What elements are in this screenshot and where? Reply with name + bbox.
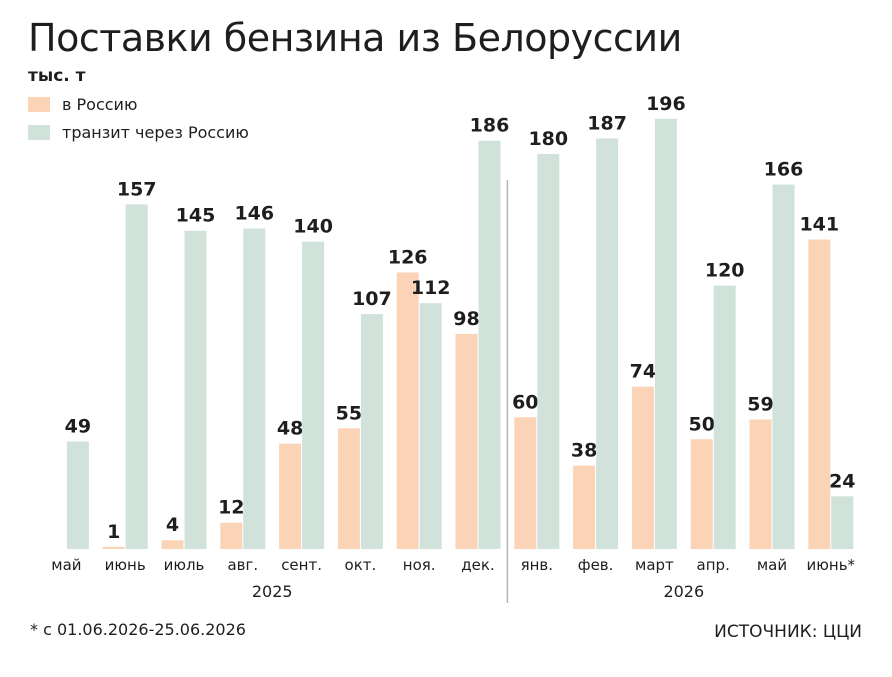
legend-swatch-russia: [28, 96, 50, 112]
value-label-transit: 145: [176, 205, 216, 227]
bar-russia: [573, 465, 596, 549]
bar-russia: [279, 443, 302, 549]
value-label-transit: 112: [411, 277, 451, 299]
chart-title: Поставки бензина из Белоруссии: [28, 16, 682, 60]
bar-transit: [125, 204, 148, 549]
legend-swatch-transit: [28, 124, 50, 140]
value-label-transit: 140: [293, 216, 333, 238]
legend-item-transit: транзит через Россию: [28, 118, 249, 146]
x-tick-label: ноя.: [403, 556, 436, 574]
x-tick-label: июнь: [105, 556, 146, 574]
bar-transit: [243, 228, 266, 549]
legend-item-russia: в Россию: [28, 90, 249, 118]
x-tick-label: сент.: [281, 556, 322, 574]
legend-label-russia: в Россию: [62, 94, 138, 114]
bar-transit: [772, 184, 795, 549]
value-label-transit: 196: [646, 93, 686, 115]
bar-russia: [102, 546, 125, 549]
bar-russia: [161, 540, 184, 549]
x-tick-label: апр.: [697, 556, 730, 574]
bar-transit: [419, 303, 442, 549]
bar-russia: [808, 239, 831, 549]
bar-transit: [66, 441, 89, 549]
bar-russia: [396, 272, 419, 549]
value-label-transit: 146: [234, 203, 274, 225]
x-tick-label: март: [635, 556, 674, 574]
value-label-russia: 38: [571, 440, 597, 462]
value-label-russia: 98: [453, 308, 479, 330]
x-tick-label: окт.: [345, 556, 377, 574]
bar-russia: [690, 439, 713, 549]
bar-transit: [831, 496, 854, 549]
value-label-russia: 12: [218, 497, 244, 519]
value-label-russia: 1: [107, 521, 120, 543]
source-label: ИСТОЧНИК: ЦЦИ: [714, 622, 862, 642]
bar-transit: [360, 314, 383, 549]
bar-transit: [713, 285, 736, 549]
value-label-transit: 187: [587, 113, 627, 135]
bar-transit: [302, 241, 325, 549]
year-label: 2026: [663, 582, 704, 601]
value-label-transit: 186: [470, 115, 510, 137]
value-label-russia: 55: [336, 402, 362, 424]
value-label-transit: 120: [705, 260, 745, 282]
value-label-transit: 107: [352, 288, 392, 310]
value-label-russia: 59: [747, 393, 773, 415]
bar-transit: [478, 140, 501, 550]
x-tick-label: фев.: [578, 556, 614, 574]
value-label-russia: 141: [799, 214, 839, 236]
footnote: * с 01.06.2026-25.06.2026: [30, 620, 246, 639]
bar-transit: [537, 153, 560, 549]
bar-russia: [631, 386, 654, 549]
x-tick-label: май: [51, 556, 81, 574]
x-tick-label: июнь*: [807, 556, 856, 574]
legend-label-transit: транзит через Россию: [62, 122, 249, 142]
value-label-russia: 74: [630, 361, 656, 383]
value-label-russia: 60: [512, 391, 538, 413]
x-tick-label: дек.: [461, 556, 494, 574]
x-tick-label: авг.: [227, 556, 258, 574]
year-label: 2025: [252, 582, 293, 601]
x-tick-label: янв.: [521, 556, 553, 574]
value-label-russia: 126: [388, 246, 428, 268]
value-label-transit: 157: [117, 178, 157, 200]
bar-russia: [337, 428, 360, 549]
bar-russia: [220, 522, 243, 549]
value-label-transit: 24: [829, 470, 855, 492]
value-label-russia: 48: [277, 418, 303, 440]
x-tick-label: май: [757, 556, 787, 574]
value-label-transit: 166: [764, 159, 804, 181]
bar-transit: [654, 118, 677, 549]
value-label-transit: 49: [65, 415, 91, 437]
value-label-russia: 4: [166, 514, 179, 536]
unit-label: тыс. т: [28, 66, 86, 86]
bar-transit: [596, 138, 619, 549]
bar-russia: [455, 333, 478, 549]
bar-russia: [749, 419, 772, 549]
legend: в Россию транзит через Россию: [28, 90, 249, 146]
bar-transit: [184, 230, 207, 549]
x-tick-label: июль: [164, 556, 205, 574]
value-label-transit: 180: [528, 128, 568, 150]
value-label-russia: 50: [688, 413, 714, 435]
bar-russia: [514, 417, 537, 549]
